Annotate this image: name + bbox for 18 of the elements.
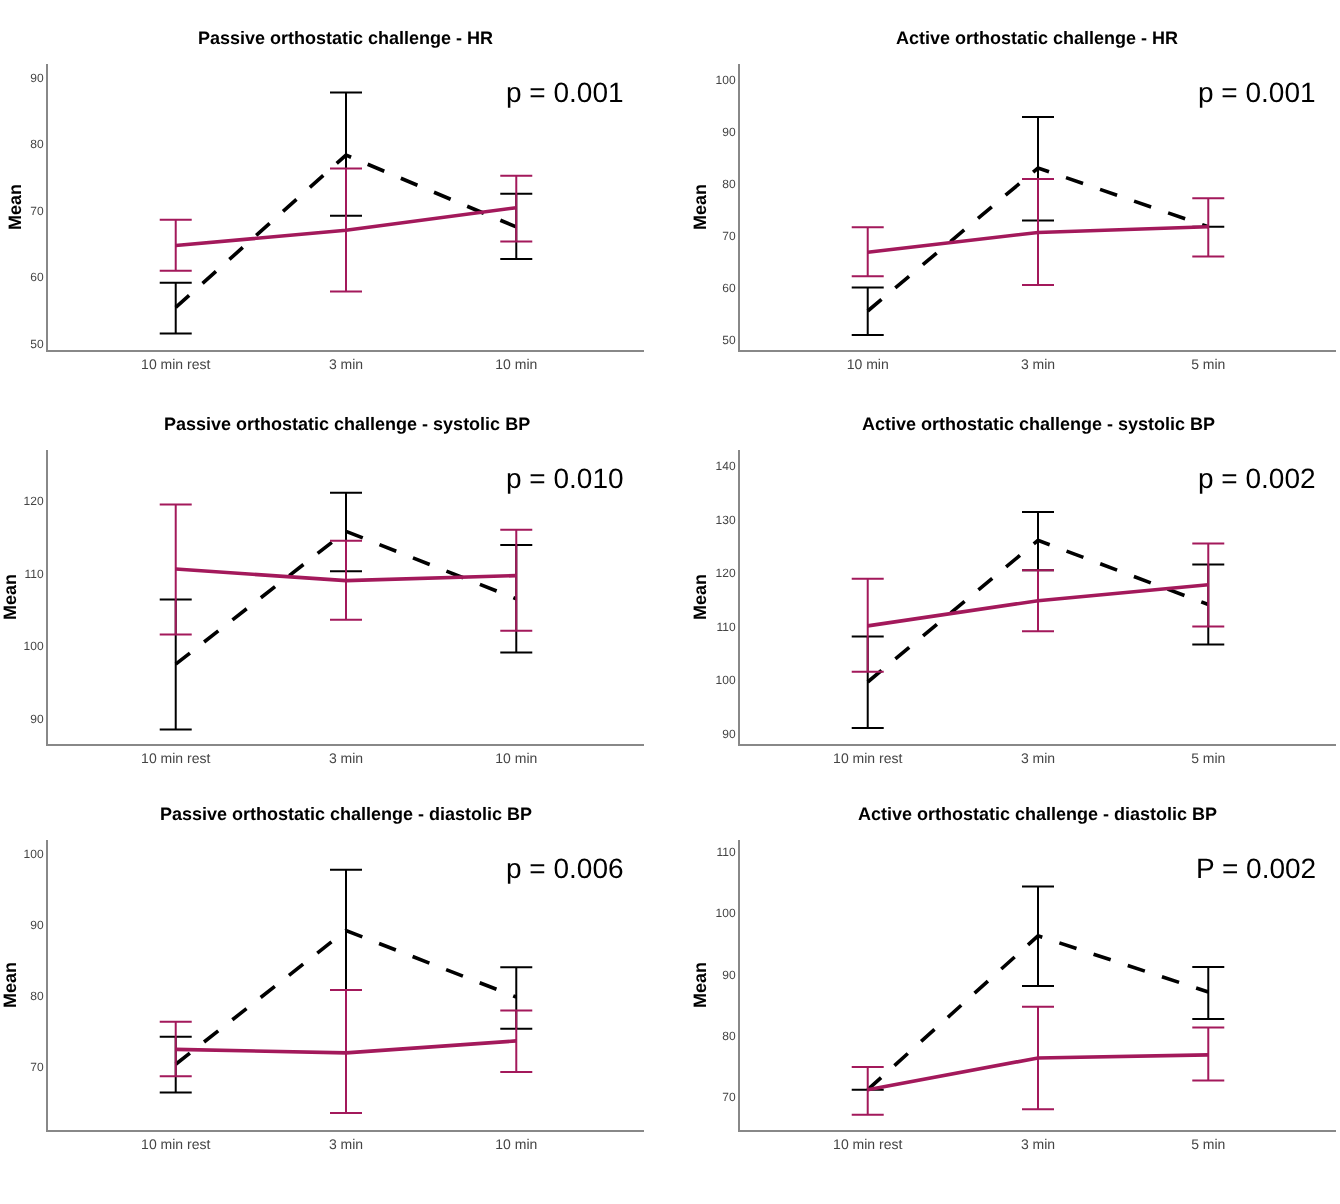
y-axis-title: Mean xyxy=(690,961,711,1009)
y-axis-title: Mean xyxy=(690,573,711,621)
annotation: P = 0.002 xyxy=(1196,852,1317,884)
chart-title: Active orthostatic challenge - systolic BP xyxy=(862,414,1216,434)
y-axis-title: Mean xyxy=(0,961,20,1009)
chart-title: Passive orthostatic challenge - diastolic BP xyxy=(160,804,533,824)
annotation: p = 0.001 xyxy=(506,76,624,108)
chart-title: Passive orthostatic challenge - HR xyxy=(198,28,495,48)
y-axis-title: Mean xyxy=(4,183,25,231)
annotation: p = 0.006 xyxy=(506,852,624,884)
y-axis-title: Mean xyxy=(690,183,711,231)
chart-title: Passive orthostatic challenge - systolic BP xyxy=(164,414,531,434)
annotation: p = 0.010 xyxy=(506,462,624,494)
chart-title: Active orthostatic challenge - HR xyxy=(896,28,1180,48)
annotation: p = 0.002 xyxy=(1198,462,1316,494)
annotation: p = 0.001 xyxy=(1198,76,1316,108)
chart-title: Active orthostatic challenge - diastolic BP xyxy=(858,804,1218,824)
y-axis-title: Mean xyxy=(0,573,20,621)
